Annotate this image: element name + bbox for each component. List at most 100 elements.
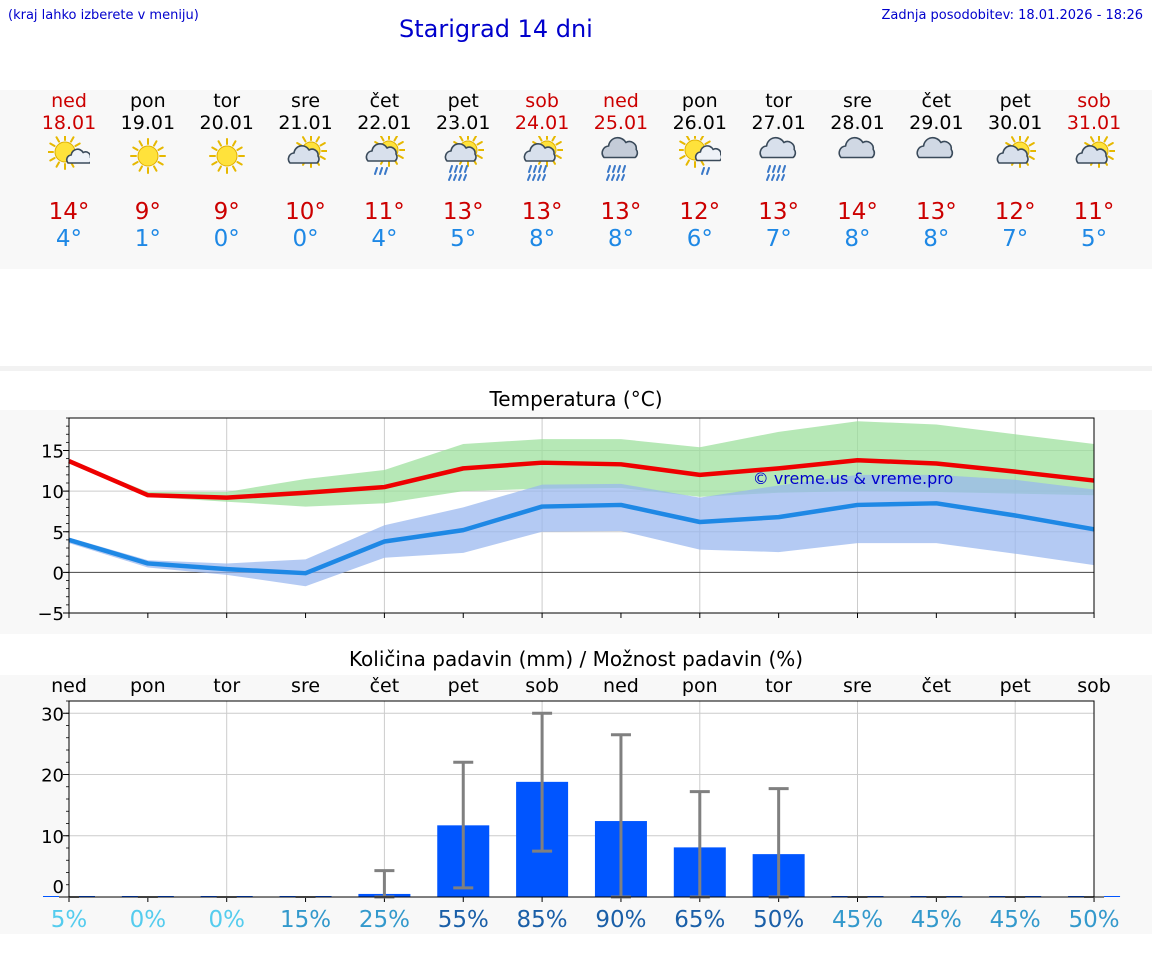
cloud-rain-icon [759, 136, 796, 181]
section-divider [0, 366, 1152, 371]
precip-chance-label: 45% [911, 907, 962, 933]
plot-area [69, 701, 1094, 897]
min-temp: 5° [1080, 226, 1108, 252]
location-hint: (kraj lahko izberete v meniju) [8, 8, 199, 23]
day-date: 31.01 [1066, 112, 1122, 134]
plot-frame [68, 417, 1095, 614]
min-temp: 7° [1002, 226, 1029, 252]
max-temp: 14° [48, 199, 90, 225]
day-name: čet [369, 90, 400, 112]
x-category-label: čet [370, 675, 400, 697]
last-update: Zadnja posodobitev: 18.01.2026 - 18:26 [881, 8, 1143, 23]
max-temp: 9° [134, 199, 161, 225]
precip-chance-label: 0% [208, 907, 245, 933]
precip-chance-label: 25% [359, 907, 410, 933]
min-temp-range-band [69, 474, 1095, 587]
max-temp: 11° [364, 199, 405, 225]
sun-cloud-light-rain-icon [678, 136, 721, 175]
day-date: 20.01 [199, 112, 254, 134]
day-date: 21.01 [278, 112, 333, 134]
day-date: 23.01 [436, 112, 491, 134]
day-column: pon 26.01 12° 6° [660, 90, 740, 260]
cloud-sun-rain-icon [444, 136, 485, 181]
min-temp: 1° [134, 226, 161, 252]
cloud-sun-rain-icon [523, 136, 564, 181]
precip-chance-label: 85% [517, 907, 568, 933]
precip-chance-label: 50% [1068, 907, 1119, 933]
precip-chance-label: 5% [51, 907, 88, 933]
day-column: pon 19.01 9° 1° [108, 90, 188, 260]
day-column: tor 20.01 9° 0° [187, 90, 267, 260]
min-temp: 8° [607, 226, 634, 252]
day-column: ned 25.01 13° 8° [581, 90, 661, 260]
watermark: © vreme.us & vreme.pro [753, 469, 954, 488]
day-name: čet [921, 90, 952, 112]
y-tick-label: 20 [41, 766, 64, 787]
day-name: sre [291, 90, 321, 112]
max-temp: 13° [442, 199, 484, 225]
precip-chance-label: 45% [832, 907, 883, 933]
x-category-label: sob [525, 675, 559, 697]
precip-chance-label: 0% [130, 907, 167, 933]
min-temp-line [68, 501, 1095, 576]
min-temp: 8° [923, 226, 950, 252]
day-date: 27.01 [751, 112, 806, 134]
max-temp: 13° [758, 199, 800, 225]
x-category-label: ned [51, 675, 87, 697]
day-name: ned [603, 90, 639, 112]
cloudy-icon [837, 136, 875, 159]
x-category-label: pon [682, 675, 718, 697]
x-category-label: sob [1077, 675, 1111, 697]
x-category-label: ned [603, 675, 639, 697]
daily-forecast-panel: ned 18.01 14° 4° pon 19.01 9° 1° tor 20.01 9° 0° sre… [0, 90, 1152, 269]
min-temp: 7° [765, 226, 792, 252]
y-tick-label: 30 [41, 704, 64, 725]
precip-chance-label: 15% [280, 907, 331, 933]
sun-cloud-icon [48, 136, 90, 170]
precipitation-chart-title: Količina padavin (mm) / Možnost padavin … [348, 647, 804, 671]
day-date: 25.01 [593, 112, 649, 134]
cloud-sun-icon [1075, 136, 1116, 168]
day-column: čet 22.01 11° 4° [344, 90, 424, 260]
x-category-label: sre [291, 675, 320, 697]
day-date: 29.01 [909, 112, 964, 134]
max-temp: 9° [213, 199, 240, 225]
day-date: 30.01 [987, 112, 1043, 134]
precip-chance-label: 50% [753, 907, 804, 933]
max-temp: 10° [285, 199, 326, 225]
min-temp: 0° [213, 226, 240, 252]
temperature-chart-title: Temperatura (°C) [489, 387, 663, 411]
day-date: 18.01 [41, 112, 97, 134]
max-temp: 14° [837, 199, 878, 225]
day-column: pet 23.01 13° 5° [423, 90, 503, 260]
y-tick-label: 15 [41, 442, 64, 463]
day-date: 28.01 [830, 112, 885, 134]
y-tick-label: −5 [37, 604, 64, 625]
max-temp: 12° [994, 199, 1036, 225]
day-name: pon [129, 90, 166, 112]
y-tick-label: 10 [41, 482, 64, 503]
day-name: pon [681, 90, 718, 112]
y-tick-label: 0 [53, 563, 64, 584]
day-date: 22.01 [357, 112, 412, 134]
min-temp: 4° [55, 226, 83, 252]
day-name: sob [525, 90, 559, 112]
y-tick-label: 10 [41, 827, 64, 848]
max-temp: 11° [1073, 199, 1115, 225]
min-temp: 0° [292, 226, 319, 252]
x-category-label: pet [448, 675, 479, 697]
cloud-sun-light-rain-icon [366, 136, 406, 175]
x-category-label: sre [843, 675, 872, 697]
min-temp: 4° [371, 226, 398, 252]
day-column: ned 18.01 14° 4° [29, 90, 109, 260]
precipitation-chart: ned pon tor sre čet pet sob ned pon tor sre čet pet s… [41, 675, 1121, 933]
precip-chance-label: 90% [595, 907, 646, 933]
precip-chance-label: 65% [674, 907, 725, 933]
plot-frame [68, 700, 1095, 898]
cloud-sun-icon [287, 136, 327, 168]
x-category-label: tor [213, 675, 240, 697]
day-name: tor [765, 90, 793, 112]
dark-cloud-rain-icon [601, 136, 639, 181]
max-temp: 12° [679, 199, 721, 225]
day-column: pet 30.01 12° 7° [975, 90, 1055, 260]
